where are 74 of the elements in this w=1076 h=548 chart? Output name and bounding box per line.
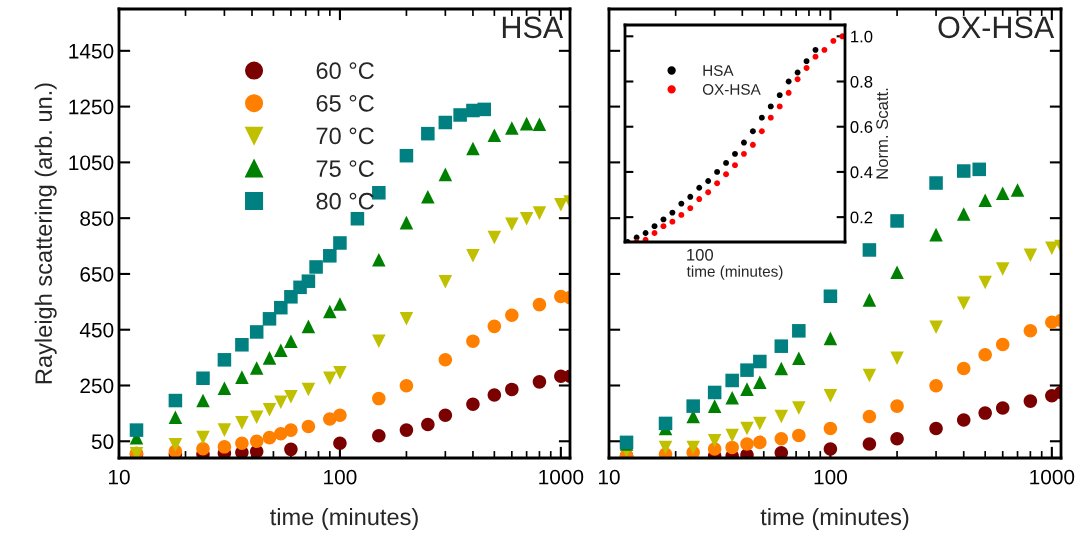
point xyxy=(749,141,756,148)
y-tick-label: 1.0 xyxy=(851,30,873,43)
x-tick-label: 1000 xyxy=(539,469,584,485)
legend-label: 70 °C xyxy=(316,127,374,145)
point xyxy=(705,178,712,184)
y-tick-label: 450 xyxy=(79,322,114,338)
chart-title: OX-HSA xyxy=(938,16,1055,39)
point xyxy=(812,46,819,53)
point xyxy=(669,218,676,225)
point xyxy=(660,216,667,223)
point xyxy=(678,200,685,207)
x-axis-title: time (minutes) xyxy=(270,507,418,530)
point xyxy=(696,196,703,202)
annotation: 100 xyxy=(687,248,714,261)
point xyxy=(687,193,694,200)
y-tick-label: 0.2 xyxy=(850,211,873,224)
point xyxy=(821,46,828,53)
point xyxy=(678,211,685,218)
x-tick-label: 10 xyxy=(109,469,130,485)
point xyxy=(714,168,721,175)
y-tick-label: 0.4 xyxy=(850,166,873,179)
point xyxy=(758,114,765,121)
point xyxy=(642,230,649,236)
point xyxy=(776,92,783,99)
y-tick-label: 1250 xyxy=(69,99,114,115)
point xyxy=(732,162,738,169)
y-tick-label: 1050 xyxy=(69,155,114,171)
chart-title: HSA xyxy=(502,16,564,39)
point xyxy=(758,128,765,135)
point xyxy=(803,65,810,71)
point xyxy=(732,150,738,157)
point xyxy=(687,205,694,212)
x-tick-label: 100 xyxy=(324,469,357,485)
point xyxy=(803,58,810,65)
point xyxy=(749,128,756,135)
y-axis-title: Norm. Scatt. xyxy=(876,88,889,179)
point xyxy=(669,209,676,216)
x-tick-label: 100 xyxy=(814,469,847,485)
x-axis-title: time (minutes) xyxy=(760,507,909,530)
y-tick-label: 250 xyxy=(80,378,114,394)
point xyxy=(794,76,801,83)
y-tick-label: 650 xyxy=(80,266,114,282)
point xyxy=(785,89,792,96)
x-tick-label: 10 xyxy=(599,469,620,485)
point xyxy=(794,69,801,76)
point xyxy=(696,184,703,191)
x-axis-title: time (minutes) xyxy=(686,265,783,280)
point xyxy=(723,159,729,166)
legend-label: OX-HSA xyxy=(702,84,761,95)
point xyxy=(660,223,667,230)
point xyxy=(812,53,819,60)
point xyxy=(705,189,712,196)
point xyxy=(741,150,747,157)
y-tick-label: 1450 xyxy=(69,43,114,59)
point xyxy=(723,171,729,178)
x-tick-label: 1000 xyxy=(1030,469,1075,485)
point xyxy=(776,103,783,110)
y-tick-label: 850 xyxy=(80,211,114,226)
point xyxy=(741,139,747,146)
legend-label: 75 °C xyxy=(316,160,374,177)
point xyxy=(767,103,774,110)
point xyxy=(830,37,837,44)
legend-label: 65 °C xyxy=(316,94,374,112)
legend-label: HSA xyxy=(703,65,734,77)
point xyxy=(651,230,658,236)
point xyxy=(714,180,721,187)
point xyxy=(767,114,774,121)
y-tick-label: 0.8 xyxy=(850,75,873,88)
y-axis-title: Rayleigh scattering (arb. un.) xyxy=(34,83,57,384)
point xyxy=(651,223,658,230)
legend-label: 60 °C xyxy=(316,62,374,80)
y-tick-label: 50 xyxy=(91,434,114,450)
y-tick-label: 0.6 xyxy=(850,121,873,133)
legend-label: 80 °C xyxy=(316,192,374,210)
